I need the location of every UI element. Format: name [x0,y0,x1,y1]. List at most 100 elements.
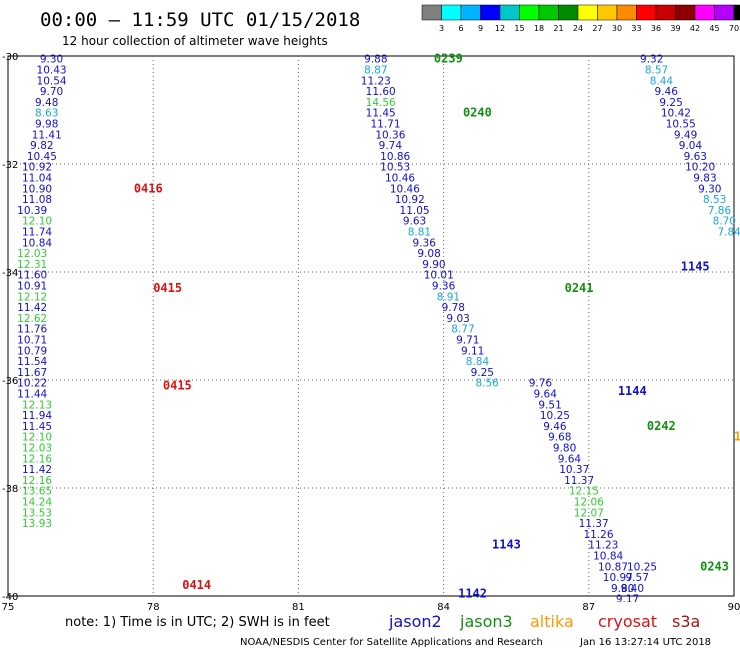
wave-height-value: 10.25 [627,561,657,573]
color-scale-label: 3 [439,24,444,33]
wave-height-value: 10.90 [22,183,52,195]
wave-height-value: 11.67 [17,367,47,379]
wave-height-value: 9.64 [558,453,582,465]
color-swatch [714,4,735,21]
wave-height-value: 9.64 [534,389,558,401]
wave-height-value: 8.84 [466,356,490,368]
x-tick-label: 90 [728,602,740,613]
wave-height-value: 8.87 [364,65,387,77]
chart-title: 00:00 – 11:59 UTC 01/15/2018 [40,9,360,31]
wave-height-value: 11.60 [17,270,47,282]
color-swatch [460,4,481,21]
wave-height-value: 9.74 [379,140,403,152]
wave-height-value: 12.03 [17,248,47,260]
chart-subtitle: 12 hour collection of altimeter wave hei… [62,34,328,48]
wave-height-value: 11.71 [370,119,400,131]
wave-height-value: 11.23 [361,75,391,87]
color-scale-label: 15 [514,24,524,33]
y-tick-label: -32 [2,160,18,171]
wave-height-value: 14.56 [366,97,396,109]
legend-cryosat: cryosat [598,612,657,631]
wave-height-value: 12.12 [17,291,47,303]
color-scale-label: 21 [553,24,563,33]
pass-label: 0239 [434,52,463,66]
wave-height-value: 9.57 [626,572,649,584]
color-scale-label: 36 [651,24,661,33]
wave-height-value: 9.88 [364,54,387,66]
wave-height-value: 8.63 [35,108,58,120]
y-tick-label: -34 [2,268,18,279]
wave-height-value: 13.93 [22,518,52,530]
color-swatch [558,4,579,21]
plot-area: 75 78 81 84 87 90-30-32-34-36-38-409.3010.431… [2,52,740,613]
wave-height-value: 12.06 [574,497,604,509]
wave-height-value: 10.84 [22,237,52,249]
wave-height-value: 9.90 [422,259,445,271]
wave-height-value: 10.42 [661,108,691,120]
color-scale-label: 24 [573,24,583,33]
wave-height-value: 9.80 [553,443,576,455]
wave-height-value: 14.24 [22,497,52,509]
y-tick-label: -30 [2,52,18,63]
wave-height-value: 10.92 [395,194,425,206]
color-scale-label: 27 [592,24,602,33]
wave-height-value: 11.60 [366,86,396,98]
wave-height-value: 7.86 [708,205,732,217]
wave-height-value: 10.20 [685,162,715,174]
color-swatch [597,4,618,21]
wave-height-value: 11.37 [564,475,594,487]
wave-height-value: 12.16 [22,475,52,487]
wave-height-value: 11.54 [17,356,47,368]
pass-label: 0243 [700,559,729,573]
color-scale-label: 12 [495,24,505,33]
wave-height-value: 10.45 [27,151,57,163]
legend-jason3: jason3 [459,612,513,631]
pass-label: 0242 [647,419,676,433]
wave-height-value: 10.53 [380,162,410,174]
wave-height-value: 9.04 [679,140,703,152]
wave-height-value: 9.51 [538,399,561,411]
pass-label: 0416 [134,181,163,195]
wave-height-value: 13.65 [22,486,52,498]
wave-height-value: 11.45 [22,421,52,433]
satellite-legend: jason2 jason3 altika cryosat s3a [388,612,700,631]
color-swatch [538,4,559,21]
wave-height-value: 10.46 [390,183,420,195]
wave-height-value: 7.84 [717,227,740,239]
wave-height-value: 11.23 [588,540,618,552]
wave-height-value: 8.77 [451,324,474,336]
pass-label: 0240 [463,106,492,120]
wave-height-value: 9.63 [403,216,426,228]
wave-height-value: 9.46 [543,421,567,433]
wave-height-value: 13.53 [22,507,52,519]
wave-height-value: 9.49 [674,129,697,141]
color-scale-label: 30 [612,24,622,33]
wave-height-value: 10.39 [17,205,47,217]
y-tick-label: -36 [2,376,18,387]
wave-height-value: 9.40 [621,583,644,595]
wave-height-value: 12.16 [22,453,52,465]
wave-height-value: 9.46 [655,86,679,98]
pass-label: 0415 [163,378,192,392]
wave-height-value: 9.80 [611,583,634,595]
x-tick-label: 75 [2,602,15,613]
color-swatch [655,4,676,21]
wave-height-value: 8.81 [408,227,431,239]
wave-height-value: 9.17 [616,594,639,606]
pass-label: 1139 [734,430,740,444]
y-tick-label: -38 [2,484,18,495]
pass-label: 0414 [182,578,211,592]
color-scale-label: 6 [458,24,463,33]
wave-height-value: 11.26 [583,529,613,541]
wave-height-value: 11.04 [22,173,52,185]
color-swatch [733,4,740,21]
color-scale-label: 70 [729,24,739,33]
color-scale-label: 18 [534,24,544,33]
x-tick-label: 87 [582,602,595,613]
color-swatch [519,4,540,21]
wave-height-value: 9.25 [471,367,494,379]
wave-height-value: 10.84 [593,551,623,563]
wave-height-value: 12.62 [17,313,47,325]
